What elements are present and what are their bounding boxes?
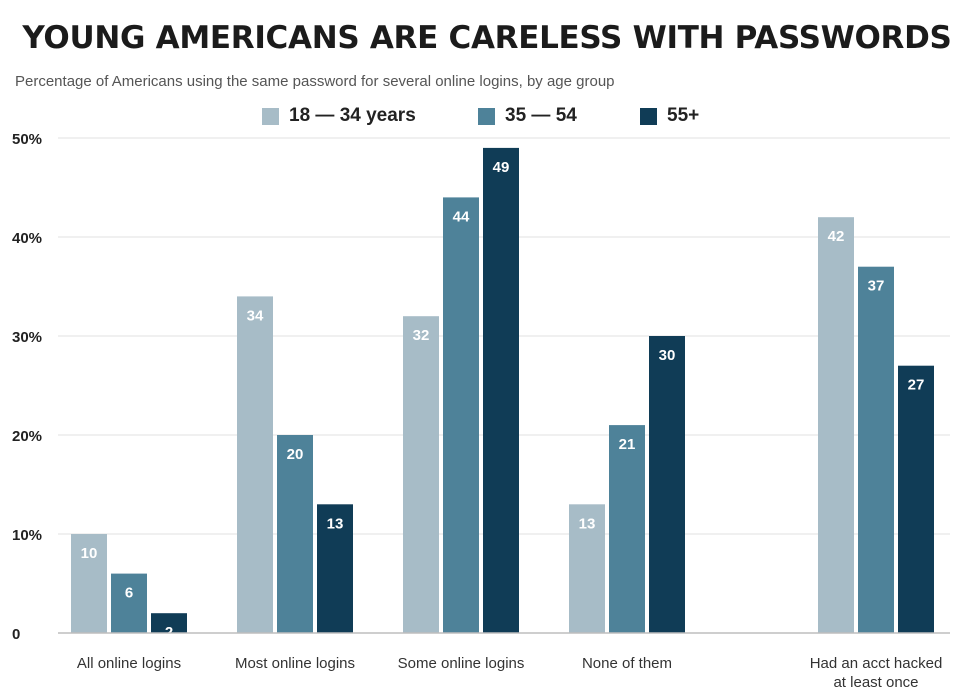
bar-value-label: 20 (287, 446, 304, 463)
bar (151, 613, 187, 633)
bar-value-label: 49 (493, 159, 510, 176)
x-tick-label: None of them (582, 655, 672, 672)
legend: 18 — 34 years 35 — 54 55+ (0, 102, 974, 130)
y-tick-label: 10% (12, 527, 42, 544)
legend-item-18-34: 18 — 34 years (262, 102, 416, 130)
y-tick-label: 20% (12, 428, 42, 445)
bar (443, 197, 479, 633)
bar (237, 296, 273, 633)
bar-value-label: 37 (868, 278, 885, 295)
legend-label-35-54: 35 — 54 (505, 105, 577, 126)
legend-swatch-35-54 (478, 107, 495, 125)
bar-value-label: 13 (327, 515, 344, 532)
bar-value-label: 42 (828, 228, 845, 245)
x-tick-label: Most online logins (235, 655, 355, 672)
bar-value-label: 21 (619, 436, 636, 453)
bar (277, 435, 313, 633)
bar-value-label: 13 (579, 515, 596, 532)
y-tick-label: 30% (12, 329, 42, 346)
x-tick-label: All online logins (77, 655, 181, 672)
legend-item-35-54: 35 — 54 (478, 102, 577, 130)
bar (609, 425, 645, 633)
bar-value-label: 44 (453, 208, 470, 225)
bar-value-label: 6 (125, 585, 133, 602)
legend-swatch-55-plus (640, 107, 657, 125)
bar (818, 217, 854, 633)
bar (569, 504, 605, 633)
legend-item-55-plus: 55+ (640, 102, 699, 130)
y-tick-label: 40% (12, 230, 42, 247)
bar (317, 504, 353, 633)
x-tick-label: Some online logins (398, 655, 525, 672)
bar (111, 573, 147, 633)
bar (483, 147, 519, 633)
x-tick-label: Had an acct hacked (810, 655, 943, 672)
bar (858, 266, 894, 633)
y-tick-label: 50% (12, 131, 42, 148)
bar-value-label: 32 (413, 327, 430, 344)
y-tick-label: 0 (12, 626, 20, 643)
x-tick-label: at least once (833, 674, 918, 690)
bar (898, 365, 934, 633)
bar-value-label: 30 (659, 347, 676, 364)
legend-label-18-34: 18 — 34 years (289, 105, 416, 126)
chart-subtitle: Percentage of Americans using the same p… (15, 73, 615, 90)
bar-value-label: 27 (908, 377, 925, 394)
bar (403, 316, 439, 633)
chart-title: YOUNG AMERICANS ARE CARELESS WITH PASSWO… (22, 20, 952, 56)
bar (71, 534, 107, 633)
bar (649, 336, 685, 633)
legend-label-55-plus: 55+ (667, 105, 700, 126)
legend-swatch-18-34 (262, 107, 279, 125)
bar-value-label: 34 (247, 307, 264, 324)
bar-value-label: 10 (81, 545, 98, 562)
